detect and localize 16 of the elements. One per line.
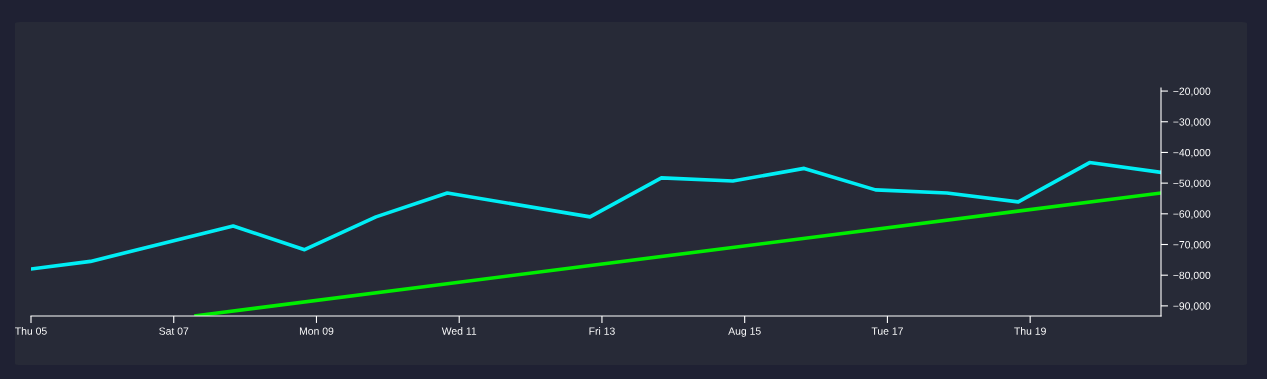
x-tick-label: Thu 19 <box>1014 327 1046 335</box>
x-tick-label: Wed 11 <box>441 327 477 335</box>
x-tick-label: Aug 15 <box>728 327 761 337</box>
x-tick-label: Sat 07 <box>159 327 189 335</box>
y-tick-label: −50,000 <box>1173 179 1211 189</box>
y-tick-label: −80,000 <box>1173 271 1211 281</box>
y-tick-label: −40,000 <box>1173 148 1211 158</box>
y-tick-label: −20,000 <box>1173 87 1211 97</box>
y-tick-label: −60,000 <box>1173 210 1211 219</box>
y-tick-label: −90,000 <box>1173 302 1211 311</box>
x-tick-label: Mon 09 <box>299 327 334 335</box>
x-tick-label: Fri 13 <box>589 327 615 335</box>
x-tick-label: Tue 17 <box>871 327 903 335</box>
y-tick-label: −70,000 <box>1173 241 1211 250</box>
x-tick-label: Thu 05 <box>15 327 47 335</box>
y-tick-label: −30,000 <box>1173 118 1211 127</box>
